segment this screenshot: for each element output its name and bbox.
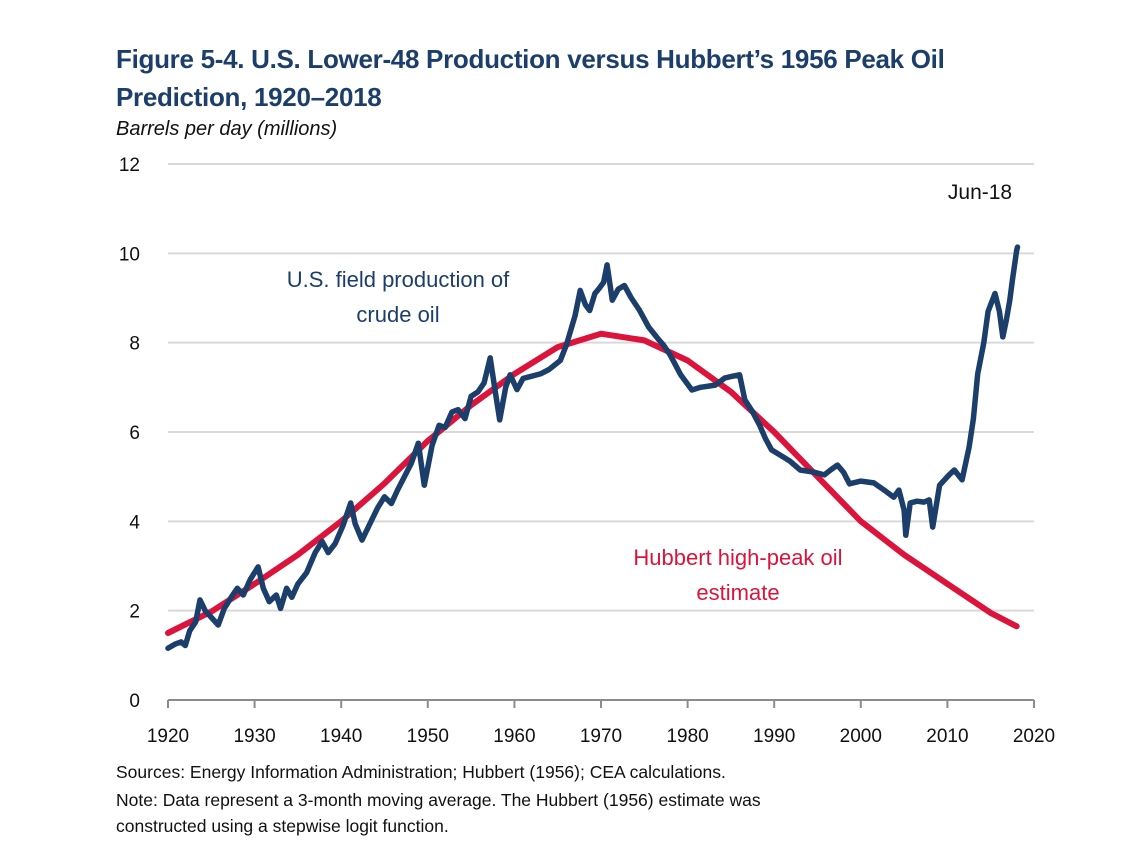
y-axis-label: Barrels per day (millions) — [116, 118, 338, 140]
hubbert-label-line1: Hubbert high-peak oil — [633, 545, 842, 570]
y-axis-ticks: 0 2 4 6 8 10 12 — [119, 155, 141, 712]
gridlines — [168, 163, 1034, 612]
x-tick-label: 1970 — [580, 726, 622, 747]
chart-title: Figure 5-4. U.S. Lower-48 Production ver… — [116, 44, 945, 112]
production-label-line2: crude oil — [356, 302, 439, 327]
x-tick-label: 2000 — [840, 726, 882, 747]
y-tick-label: 10 — [119, 244, 140, 265]
series-group — [165, 244, 1021, 651]
production-line — [165, 244, 1021, 651]
x-tick-label: 1930 — [233, 726, 275, 747]
sources-note: Sources: Energy Information Administrati… — [116, 762, 726, 782]
x-tick-label: 1940 — [320, 726, 362, 747]
method-note-line1: Note: Data represent a 3-month moving av… — [116, 790, 761, 810]
y-tick-label: 0 — [129, 691, 140, 712]
x-tick-label: 2010 — [926, 726, 968, 747]
x-tick-label: 1960 — [493, 726, 535, 747]
y-tick-label: 4 — [129, 512, 140, 533]
y-tick-label: 2 — [129, 602, 140, 623]
x-tick-label: 1920 — [147, 726, 189, 747]
x-axis-ticks: 1920 1930 1940 1950 1960 1970 1980 1990 2000 2010… — [147, 726, 1055, 747]
hubbert-label-line2: estimate — [696, 580, 779, 605]
x-tick-label: 1950 — [407, 726, 449, 747]
x-axis — [167, 699, 1035, 708]
hubbert-line — [165, 330, 1020, 636]
y-tick-label: 8 — [129, 334, 140, 355]
y-tick-label: 12 — [119, 155, 140, 176]
x-tick-label: 2020 — [1013, 726, 1055, 747]
x-tick-label: 1980 — [666, 726, 708, 747]
end-date-label: Jun-18 — [948, 181, 1012, 204]
production-label-line1: U.S. field production of — [287, 267, 510, 292]
method-note-line2: constructed using a stepwise logit funct… — [116, 816, 449, 836]
y-tick-label: 6 — [129, 423, 140, 444]
x-tick-label: 1990 — [753, 726, 795, 747]
